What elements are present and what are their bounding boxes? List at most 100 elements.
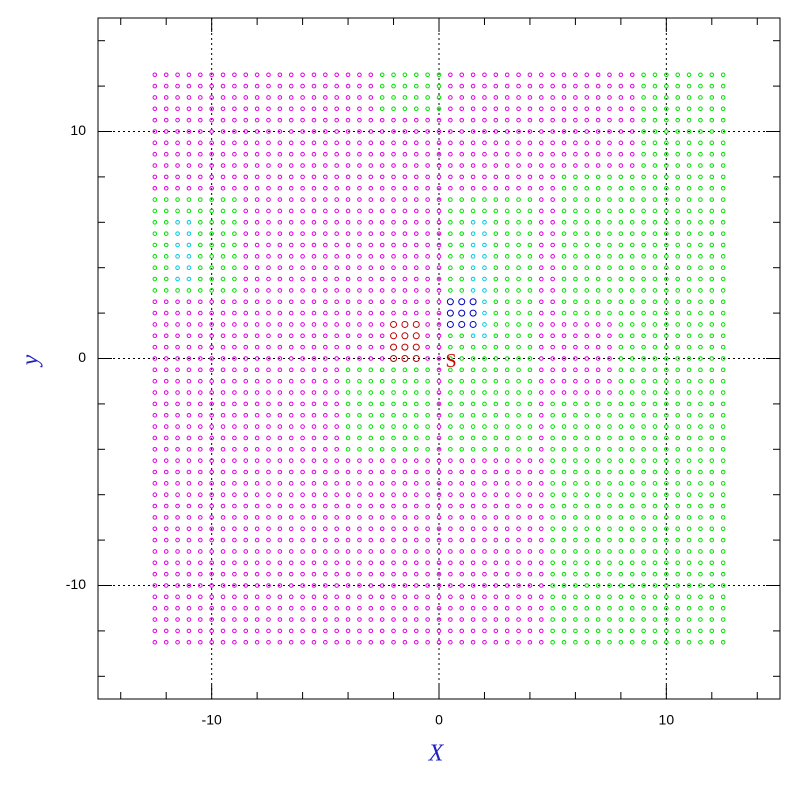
point xyxy=(641,151,646,157)
point xyxy=(607,560,612,566)
point xyxy=(152,310,158,316)
point xyxy=(436,617,442,622)
point xyxy=(391,129,396,134)
point xyxy=(391,560,396,566)
point xyxy=(436,288,442,293)
point xyxy=(232,208,237,214)
point xyxy=(686,628,692,634)
point xyxy=(357,231,362,236)
point xyxy=(470,435,476,441)
point xyxy=(482,140,487,146)
point xyxy=(152,197,158,202)
point xyxy=(357,492,362,498)
point xyxy=(629,639,635,645)
point xyxy=(458,309,466,317)
point xyxy=(675,617,681,622)
point xyxy=(413,288,419,293)
point xyxy=(368,515,374,520)
point xyxy=(618,129,624,134)
point xyxy=(550,220,555,225)
point xyxy=(198,378,203,384)
point xyxy=(277,356,283,361)
point xyxy=(459,560,465,566)
point xyxy=(720,412,726,418)
point xyxy=(493,537,499,543)
point xyxy=(413,151,419,157)
point xyxy=(448,344,453,350)
point xyxy=(675,571,681,577)
point xyxy=(163,140,169,146)
point xyxy=(186,481,192,486)
point xyxy=(152,322,158,327)
point xyxy=(254,447,260,452)
point xyxy=(561,458,567,463)
point xyxy=(652,526,658,532)
point xyxy=(323,83,328,89)
point xyxy=(539,537,544,543)
point xyxy=(209,276,214,282)
point xyxy=(675,333,681,339)
point xyxy=(175,220,180,225)
point xyxy=(584,639,590,645)
point xyxy=(288,639,294,645)
point xyxy=(573,95,578,100)
point xyxy=(618,390,624,395)
point xyxy=(448,174,453,180)
point xyxy=(595,254,601,259)
point xyxy=(675,515,681,520)
point xyxy=(175,526,180,532)
point xyxy=(516,356,521,361)
point xyxy=(254,299,260,305)
point xyxy=(266,185,271,191)
point xyxy=(698,254,703,259)
point xyxy=(186,322,192,327)
point xyxy=(368,129,374,134)
point xyxy=(186,185,192,191)
point xyxy=(175,639,180,645)
point xyxy=(300,344,305,350)
point xyxy=(595,583,601,588)
point xyxy=(448,333,453,339)
point xyxy=(357,151,362,157)
point xyxy=(584,537,590,543)
point xyxy=(470,333,476,339)
point xyxy=(209,220,214,225)
point xyxy=(266,435,271,441)
point xyxy=(539,571,544,577)
point xyxy=(675,492,681,498)
point xyxy=(368,390,374,395)
point xyxy=(288,83,294,89)
point xyxy=(459,129,465,134)
point xyxy=(482,469,487,475)
point xyxy=(254,208,260,214)
point xyxy=(379,424,385,429)
point xyxy=(391,106,396,112)
point xyxy=(254,390,260,395)
point xyxy=(345,322,351,327)
point xyxy=(175,242,180,248)
point xyxy=(618,435,624,441)
point xyxy=(629,560,635,566)
point xyxy=(618,549,624,554)
point xyxy=(379,481,385,486)
point xyxy=(561,72,567,78)
point xyxy=(198,571,203,577)
point xyxy=(391,412,396,418)
point xyxy=(641,242,646,248)
point xyxy=(209,401,214,407)
point xyxy=(232,163,237,168)
point xyxy=(232,333,237,339)
point xyxy=(300,549,305,554)
point xyxy=(573,503,578,509)
point xyxy=(675,401,681,407)
point xyxy=(641,72,646,78)
point xyxy=(584,594,590,600)
point xyxy=(641,231,646,236)
point xyxy=(357,515,362,520)
point xyxy=(527,151,533,157)
point xyxy=(391,95,396,100)
point xyxy=(686,299,692,305)
point xyxy=(391,174,396,180)
point xyxy=(709,367,715,373)
point xyxy=(425,299,430,305)
